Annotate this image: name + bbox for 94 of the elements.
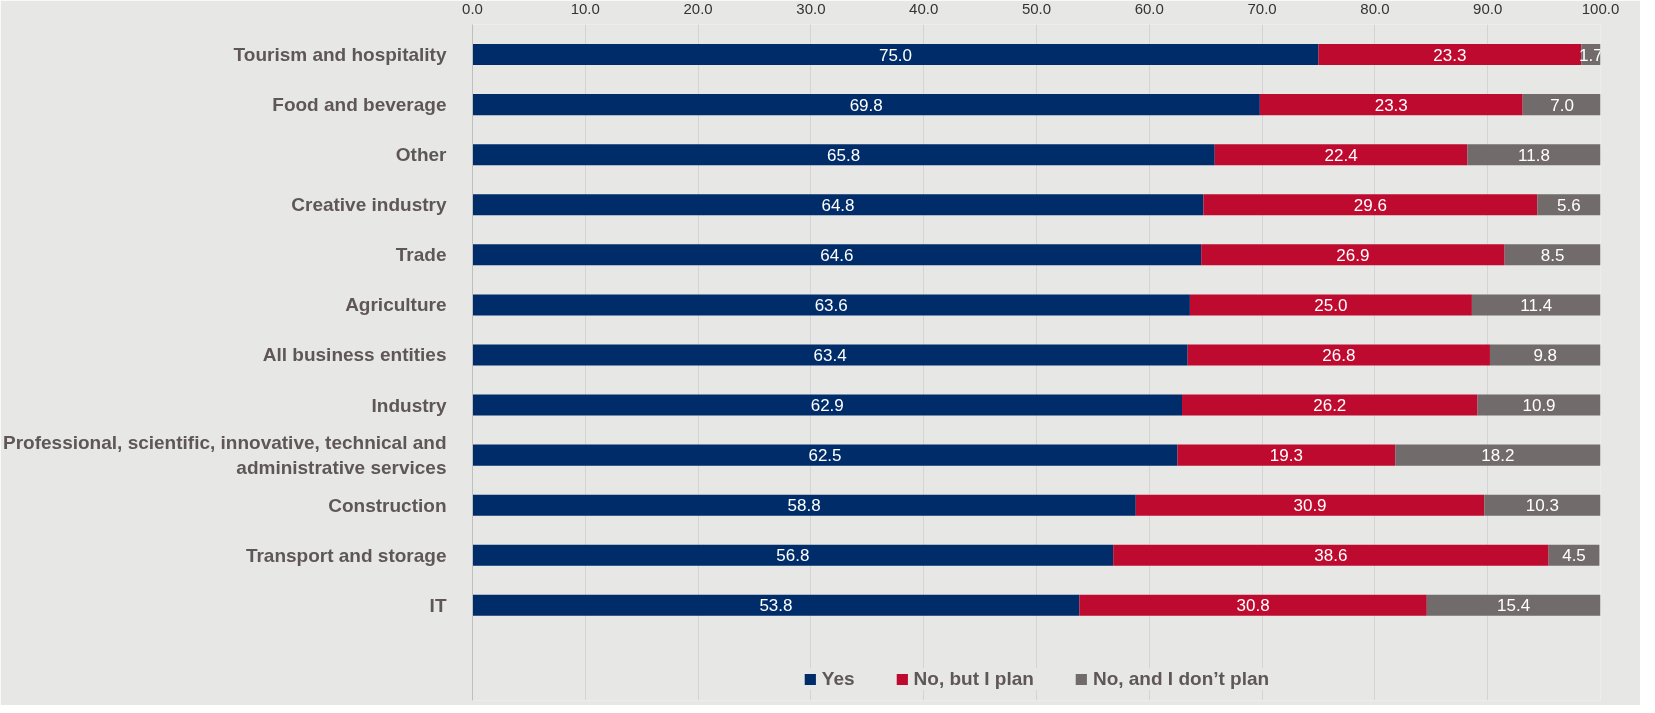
y-tick-label: Food and beverage bbox=[272, 94, 447, 116]
bar bbox=[1177, 444, 1396, 466]
data-label: 30.9 bbox=[1293, 496, 1327, 516]
bar bbox=[1426, 594, 1601, 616]
bar bbox=[472, 94, 1260, 116]
data-label: 26.9 bbox=[1336, 245, 1370, 265]
bar bbox=[1318, 44, 1582, 66]
bar bbox=[1477, 394, 1601, 416]
bar bbox=[1079, 594, 1427, 616]
x-tick-label: 90.0 bbox=[1473, 0, 1503, 17]
data-label: 19.3 bbox=[1269, 446, 1303, 466]
x-tick-label: 0.0 bbox=[462, 0, 483, 17]
y-tick-label: Agriculture bbox=[345, 294, 447, 316]
x-tick-label: 20.0 bbox=[683, 0, 713, 17]
data-label: 11.8 bbox=[1518, 145, 1550, 165]
bar bbox=[472, 244, 1202, 266]
bar bbox=[1113, 544, 1549, 566]
data-label: 38.6 bbox=[1314, 546, 1348, 566]
data-label: 29.6 bbox=[1353, 195, 1387, 215]
data-label: 10.9 bbox=[1522, 396, 1556, 416]
data-label: 23.3 bbox=[1374, 95, 1408, 115]
bar bbox=[472, 344, 1188, 366]
data-label: 63.6 bbox=[814, 295, 848, 315]
data-label: 58.8 bbox=[787, 496, 821, 516]
bar bbox=[472, 444, 1178, 466]
y-tick-label: Trade bbox=[395, 244, 447, 266]
data-label: 64.8 bbox=[821, 195, 855, 215]
data-label: 5.6 bbox=[1557, 195, 1581, 215]
data-label: 64.6 bbox=[820, 245, 854, 265]
y-tick-label: All business entities bbox=[262, 344, 447, 366]
bar bbox=[472, 194, 1204, 216]
data-label: 11.4 bbox=[1520, 295, 1553, 315]
bar bbox=[472, 594, 1080, 616]
data-label: 62.5 bbox=[808, 446, 842, 466]
x-tick-label: 30.0 bbox=[796, 0, 826, 17]
data-label: 30.8 bbox=[1236, 596, 1270, 616]
data-label: 53.8 bbox=[759, 596, 793, 616]
legend-label: No, but I plan bbox=[913, 668, 1034, 690]
data-label: 75.0 bbox=[878, 45, 913, 65]
y-tick-label: Other bbox=[395, 144, 448, 166]
data-label: 8.5 bbox=[1540, 245, 1565, 265]
legend-label: No, and I don’t plan bbox=[1092, 668, 1270, 690]
data-label: 22.4 bbox=[1324, 145, 1358, 165]
bar bbox=[1214, 144, 1468, 166]
data-label: 23.3 bbox=[1433, 45, 1467, 65]
data-label: 7.0 bbox=[1550, 95, 1574, 115]
x-tick-label: 80.0 bbox=[1360, 0, 1390, 17]
y-tick-label: IT bbox=[429, 594, 447, 616]
data-label: 63.4 bbox=[813, 345, 847, 365]
bar bbox=[1201, 244, 1505, 266]
data-label: 10.3 bbox=[1525, 496, 1559, 516]
bar bbox=[1182, 394, 1478, 416]
bar bbox=[1395, 444, 1601, 466]
bar bbox=[472, 294, 1190, 316]
x-tick-label: 60.0 bbox=[1134, 0, 1164, 17]
data-label: 9.8 bbox=[1533, 345, 1558, 365]
x-tick-label: 50.0 bbox=[1021, 0, 1052, 17]
data-label: 65.8 bbox=[827, 145, 861, 165]
bar bbox=[1489, 344, 1601, 366]
bar bbox=[1203, 194, 1538, 216]
bar bbox=[1484, 494, 1601, 516]
data-label: 26.8 bbox=[1322, 345, 1356, 365]
x-tick-label: 70.0 bbox=[1247, 0, 1277, 17]
x-tick-label: 40.0 bbox=[909, 0, 939, 17]
bar bbox=[472, 494, 1136, 516]
y-tick-label: Transport and storage bbox=[245, 544, 447, 566]
data-label: 18.2 bbox=[1481, 446, 1515, 466]
bar bbox=[1135, 494, 1485, 516]
x-tick-label: 100.0 bbox=[1581, 0, 1620, 17]
bar bbox=[1522, 94, 1601, 116]
bar bbox=[472, 394, 1183, 416]
data-label: 62.9 bbox=[810, 396, 844, 416]
bar bbox=[1187, 344, 1490, 366]
data-label: 25.0 bbox=[1314, 295, 1348, 315]
bar bbox=[1471, 294, 1601, 316]
y-tick-label: Construction bbox=[328, 494, 447, 516]
y-tick-label: Creative industry bbox=[291, 194, 447, 216]
bar bbox=[472, 144, 1215, 166]
x-tick-label: 10.0 bbox=[570, 0, 600, 17]
data-label: 56.8 bbox=[776, 546, 810, 566]
bar bbox=[1189, 294, 1472, 316]
y-tick-label: Professional, scientific, innovative, technical and administrative services bbox=[3, 432, 447, 479]
data-label: 4.5 bbox=[1562, 546, 1586, 566]
bar bbox=[1504, 244, 1601, 266]
bar bbox=[1259, 94, 1523, 116]
data-label: 15.4 bbox=[1497, 596, 1531, 616]
bar bbox=[472, 544, 1114, 566]
y-tick-label: Industry bbox=[371, 394, 447, 416]
data-label: 69.8 bbox=[849, 95, 883, 115]
bar bbox=[1467, 144, 1601, 166]
legend-label: Yes bbox=[821, 668, 855, 690]
bar bbox=[472, 44, 1319, 66]
y-tick-label: Tourism and hospitality bbox=[233, 44, 447, 66]
data-label: 26.2 bbox=[1313, 396, 1347, 416]
